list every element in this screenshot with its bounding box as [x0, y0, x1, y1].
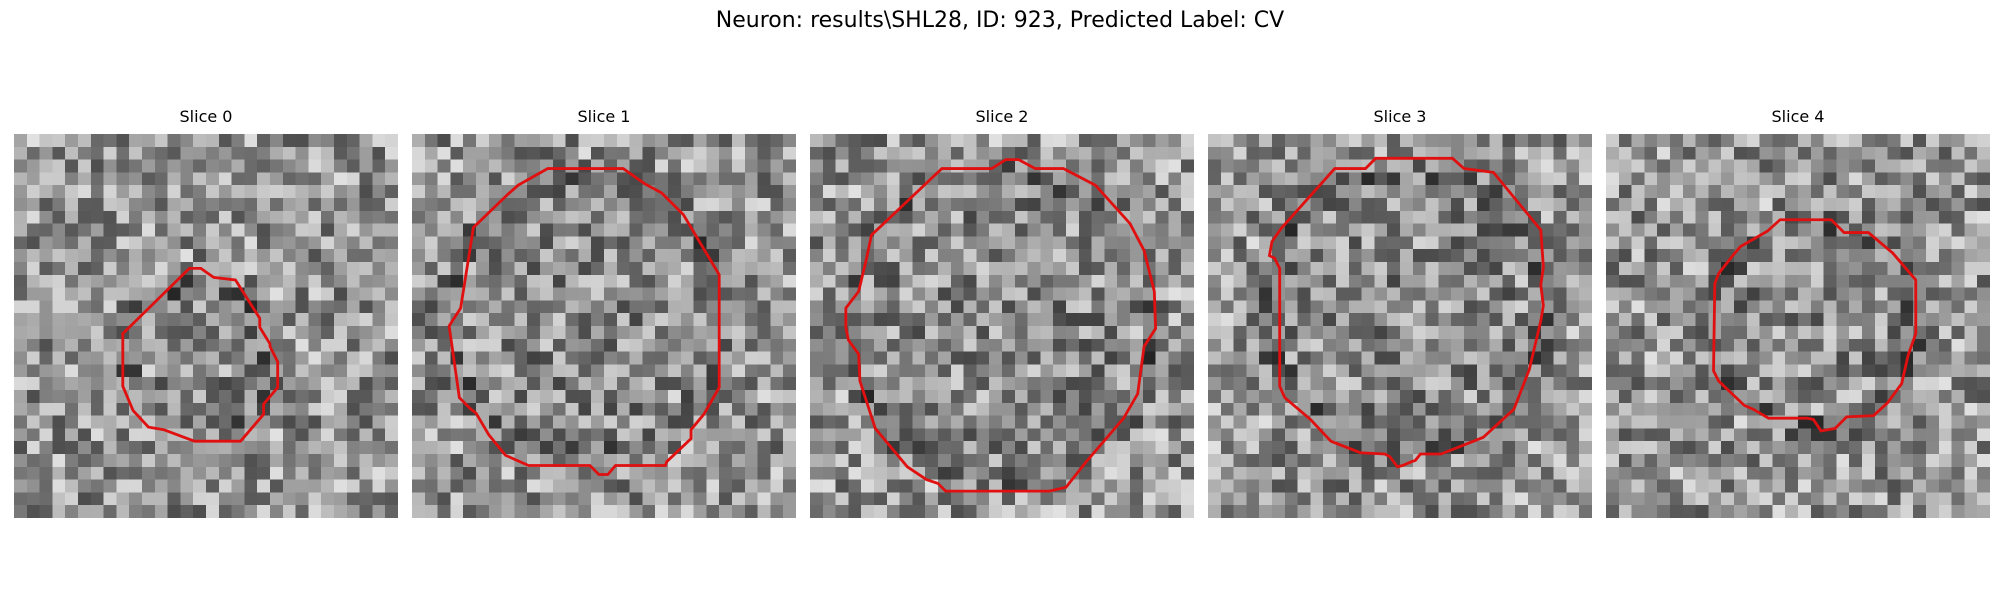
slice-image: [810, 134, 1194, 518]
slice-title: Slice 4: [1771, 107, 1825, 126]
slice-image: [1208, 134, 1592, 518]
slice-panel-3: Slice 3: [1208, 107, 1592, 543]
slice-title: Slice 2: [975, 107, 1029, 126]
slice-image: [1606, 134, 1990, 518]
slice-title: Slice 3: [1373, 107, 1427, 126]
slice-image: [412, 134, 796, 518]
slice-panel-4: Slice 4: [1606, 107, 1990, 543]
contour-outline: [844, 158, 1158, 493]
slice-title: Slice 0: [179, 107, 233, 126]
slice-contour: [447, 167, 721, 476]
slice-contour: [121, 266, 280, 443]
slice-contour: [844, 158, 1158, 493]
figure-title: Neuron: results\SHL28, ID: 923, Predicte…: [715, 8, 1285, 33]
slice-panel-0: Slice 0: [14, 107, 398, 543]
contour-outline: [1267, 156, 1545, 469]
slice-contour: [1712, 218, 1918, 433]
slice-panel-1: Slice 1: [412, 107, 796, 543]
slice-panel-2: Slice 2: [810, 107, 1194, 543]
slice-image: [14, 134, 398, 518]
contour-outline: [447, 167, 721, 476]
contour-outline: [121, 266, 280, 443]
slice-contour: [1267, 156, 1545, 469]
contour-outline: [1712, 218, 1918, 433]
slice-title: Slice 1: [577, 107, 631, 126]
